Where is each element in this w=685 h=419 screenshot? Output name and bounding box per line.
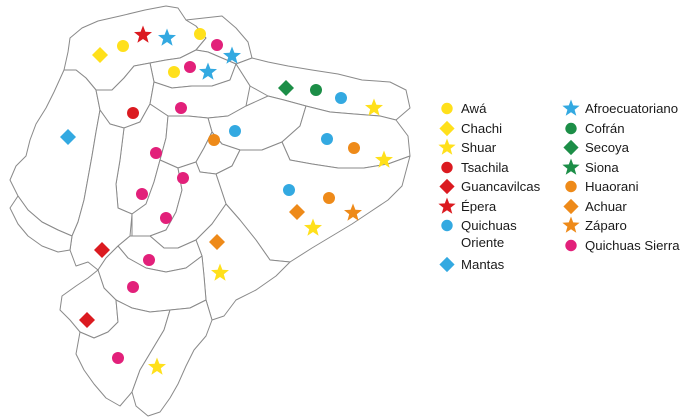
legend-column-left: Awá Chachi Shuar Tsachila Guancavilcas Épera Q… — [437, 99, 557, 275]
legend-label: Mantas — [461, 257, 505, 272]
marker-huaorani — [348, 142, 360, 154]
legend-item-siona: Siona — [561, 158, 685, 178]
legend-item-awa: Awá — [437, 99, 557, 119]
marker-quichuas-sierra — [150, 147, 162, 159]
legend-circle-yellow-icon — [441, 102, 453, 115]
legend-label: Huaorani — [585, 179, 639, 194]
legend-label: Cofrán — [585, 120, 625, 136]
legend-label: Chachi — [461, 120, 503, 136]
legend-item-epera: Épera — [437, 197, 557, 217]
marker-shuar — [211, 263, 229, 281]
legend-label: Secoya — [585, 140, 629, 155]
legend-label: Tsachila — [461, 159, 509, 175]
legend-label: Guancavilcas — [461, 179, 541, 194]
legend-star-orange-icon — [562, 216, 580, 233]
province-guayas — [69, 109, 133, 271]
marker-huaorani — [208, 134, 220, 146]
marker-awa — [168, 66, 180, 78]
legend-diamond-blue-icon — [439, 256, 455, 273]
marker-quichuas-sierra — [136, 188, 148, 200]
legend-circle-pink-icon — [565, 239, 577, 251]
legend-label: Quichuas Oriente — [461, 218, 517, 250]
legend-diamond-red-icon — [439, 178, 455, 195]
marker-afroecuatoriano — [223, 46, 241, 64]
marker-epera — [134, 25, 152, 43]
marker-secoya — [278, 80, 294, 96]
marker-awa — [194, 28, 206, 40]
marker-quichuas-sierra — [127, 281, 139, 293]
legend-item-shuar: Shuar — [437, 138, 557, 158]
legend-item-quichuas-oriente: Quichuas Oriente — [437, 216, 557, 255]
marker-quichuas-sierra — [177, 172, 189, 184]
legend-diamond-yellow-icon — [439, 120, 455, 136]
marker-awa — [117, 40, 129, 52]
legend-item-afroecuatoriano: Afroecuatoriano — [561, 99, 685, 119]
marker-zaparo — [344, 203, 362, 221]
legend-item-mantas: Mantas — [437, 255, 557, 275]
marker-chachi — [92, 47, 108, 63]
marker-achuar — [289, 204, 305, 220]
marker-shuar — [375, 150, 393, 168]
legend-item-achuar: Achuar — [561, 197, 685, 217]
marker-guancavilcas — [79, 312, 95, 328]
legend-diamond-orange-icon — [563, 198, 579, 214]
legend-label: Épera — [461, 198, 497, 214]
marker-quichuas-oriente — [335, 92, 347, 104]
legend-circle-green-icon — [565, 122, 577, 134]
legend-circle-orange-icon — [565, 180, 577, 193]
legend-label: Achuar — [585, 198, 627, 214]
legend-column-right: Afroecuatoriano Cofrán Secoya Siona Huaorani… — [561, 99, 685, 275]
legend-item-chachi: Chachi — [437, 119, 557, 139]
marker-quichuas-sierra — [175, 102, 187, 114]
marker-cofran — [310, 84, 322, 96]
marker-guancavilcas — [94, 242, 110, 258]
marker-layer — [60, 25, 393, 375]
marker-quichuas-sierra — [184, 61, 196, 73]
legend-label: Shuar — [461, 140, 497, 155]
legend-label: Quichuas Sierra — [585, 237, 680, 253]
legend-item-secoya: Secoya — [561, 138, 685, 158]
legend-item-guancavilcas: Guancavilcas — [437, 177, 557, 197]
legend-item-quichuas-sierra: Quichuas Sierra — [561, 236, 685, 275]
marker-tsachila — [127, 107, 139, 119]
legend-label: Awá — [461, 101, 487, 116]
legend-label: Afroecuatoriano — [585, 101, 679, 116]
legend-item-huaorani: Huaorani — [561, 177, 685, 197]
marker-huaorani — [323, 192, 335, 204]
marker-mantas — [60, 129, 76, 145]
legend-label: Siona — [585, 159, 619, 175]
province-zamora-chinchipe — [131, 299, 213, 417]
province-santa-elena — [9, 195, 73, 253]
legend-diamond-green-icon — [563, 139, 579, 156]
marker-quichuas-oriente — [229, 125, 241, 137]
marker-quichuas-sierra — [160, 212, 172, 224]
marker-shuar — [148, 357, 166, 375]
legend-item-cofran: Cofrán — [561, 119, 685, 139]
marker-quichuas-sierra — [143, 254, 155, 266]
province-boundaries — [9, 5, 411, 417]
marker-quichuas-sierra — [211, 39, 223, 51]
legend-star-green-icon — [562, 158, 580, 175]
marker-shuar — [365, 98, 383, 116]
marker-quichuas-oriente — [321, 133, 333, 145]
marker-afroecuatoriano — [199, 62, 217, 80]
legend-circle-red-icon — [441, 161, 453, 173]
marker-afroecuatoriano — [158, 28, 176, 46]
marker-shuar — [304, 218, 322, 236]
legend-star-red-icon — [438, 197, 456, 214]
legend-star-yellow-icon — [438, 138, 456, 155]
legend-circle-blue-icon — [441, 219, 453, 232]
marker-achuar — [209, 234, 225, 250]
legend-label: Záparo — [585, 218, 627, 233]
legend-star-blue-icon — [562, 99, 580, 116]
legend-item-tsachila: Tsachila — [437, 158, 557, 178]
marker-quichuas-oriente — [283, 184, 295, 196]
marker-quichuas-sierra — [112, 352, 124, 364]
legend-item-zaparo: Záparo — [561, 216, 685, 236]
